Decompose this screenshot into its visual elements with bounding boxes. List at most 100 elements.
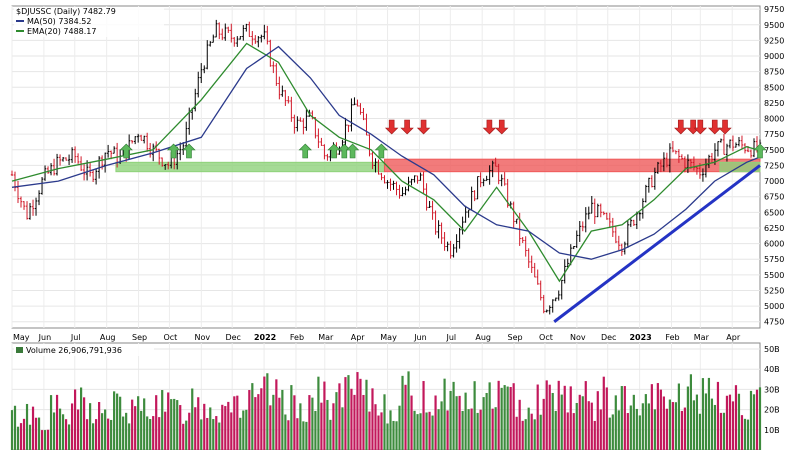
volume-bar	[149, 419, 152, 450]
volume-bar	[731, 401, 735, 450]
volume-bar	[350, 388, 353, 450]
volume-bar	[401, 375, 404, 450]
volume-bar	[605, 387, 608, 450]
down-arrow	[482, 119, 497, 135]
volume-bar	[37, 417, 41, 450]
x-tick-label: Oct	[539, 333, 553, 342]
resistance-zone	[383, 158, 761, 173]
volume-bar	[104, 409, 107, 450]
volume-bar	[224, 406, 227, 450]
volume-bar	[467, 409, 470, 450]
volume-bar	[572, 413, 575, 450]
price-y-tick-label: 5250	[764, 286, 784, 295]
volume-bar	[305, 421, 308, 450]
volume-bar	[179, 405, 182, 450]
volume-bar	[242, 410, 245, 450]
volume-bar	[34, 417, 38, 450]
volume-bar	[386, 423, 389, 450]
volume-bar	[320, 402, 323, 450]
volume-bar	[707, 377, 711, 450]
volume-bar	[461, 410, 464, 450]
volume-bar	[626, 413, 629, 450]
x-tick-label: 2023	[629, 333, 651, 342]
volume-bar	[278, 397, 281, 450]
volume-bar	[599, 409, 602, 450]
price-y-tick-label: 9500	[764, 21, 784, 30]
price-y-axis: 9750 9500 9250 9000 8750 8500 8250 8000 7750 7500…	[764, 5, 784, 327]
volume-bar	[443, 378, 446, 450]
volume-bar	[458, 395, 461, 450]
x-tick-label: Feb	[665, 333, 679, 342]
volume-bar	[269, 405, 272, 450]
volume-bar	[590, 402, 593, 450]
volume-bar	[713, 404, 717, 450]
volume-bar	[119, 396, 122, 450]
price-y-tick-label: 5000	[764, 302, 784, 311]
volume-bar	[25, 403, 29, 450]
volume-bar	[272, 394, 275, 450]
volume-bar	[383, 394, 386, 450]
volume-bar	[308, 395, 311, 450]
volume-bar	[311, 397, 314, 450]
volume-bar	[500, 387, 503, 450]
volume-bar	[140, 410, 143, 450]
x-tick-label: Jul	[445, 333, 456, 342]
volume-bar	[602, 376, 605, 450]
volume-bar	[131, 399, 134, 450]
volume-bar	[257, 394, 260, 450]
volume-bar	[329, 419, 332, 450]
x-axis: May Jun Jul Aug Sep Oct Nov Dec 2022 Feb Mar Apr May…	[13, 333, 741, 342]
volume-bar	[19, 423, 23, 450]
volume-bar	[146, 416, 149, 450]
x-tick-label: Jun	[38, 333, 52, 342]
price-y-tick-label: 8500	[764, 83, 784, 92]
x-tick-label: Sep	[132, 333, 147, 342]
volume-y-tick-label: 10B	[764, 426, 780, 435]
x-tick-label: Jul	[70, 333, 81, 342]
volume-bar	[608, 417, 611, 450]
price-y-tick-label: 9250	[764, 36, 784, 45]
volume-bar	[647, 403, 650, 450]
volume-bar	[518, 399, 521, 450]
volume-bar	[662, 396, 665, 450]
volume-bar	[227, 401, 230, 450]
volume-bar	[422, 381, 425, 450]
volume-bar	[86, 419, 89, 450]
down-arrow	[674, 119, 688, 135]
price-y-tick-label: 7250	[764, 161, 784, 170]
x-tick-label: Apr	[351, 333, 366, 342]
volume-bar	[449, 390, 452, 450]
volume-bar	[641, 403, 644, 450]
volume-bar	[725, 395, 729, 450]
volume-bar	[185, 420, 188, 450]
volume-bar	[365, 379, 368, 450]
volume-bar	[437, 409, 440, 450]
x-tick-label: Nov	[195, 333, 211, 342]
volume-bar	[239, 417, 242, 450]
volume-bar	[551, 392, 554, 450]
volume-bar	[680, 410, 683, 450]
volume-bar	[548, 384, 551, 450]
volume-bar	[158, 417, 161, 450]
volume-bar	[554, 410, 557, 450]
up-arrow	[345, 143, 360, 159]
volume-bar	[61, 414, 65, 450]
volume-bar	[31, 406, 35, 450]
volume-bar	[392, 420, 395, 450]
volume-bar	[695, 394, 699, 450]
volume-bar	[740, 415, 744, 450]
volume-bar	[58, 408, 62, 450]
x-tick-label: Sep	[508, 333, 523, 342]
x-tick-label: Nov	[570, 333, 586, 342]
signal-arrows	[119, 119, 767, 159]
volume-bar	[260, 388, 263, 450]
ma-legend: MA(50) 7384.52	[27, 17, 91, 26]
volume-bar	[290, 385, 293, 450]
volume-bar	[506, 386, 509, 450]
price-legend: $DJUSSC (Daily) 7482.79 MA(50) 7384.52 E…	[14, 7, 164, 37]
price-y-tick-label: 5750	[764, 255, 784, 264]
volume-bar	[55, 394, 59, 450]
volume-bar	[299, 403, 302, 450]
volume-bar	[581, 396, 584, 450]
volume-bar	[446, 410, 449, 450]
